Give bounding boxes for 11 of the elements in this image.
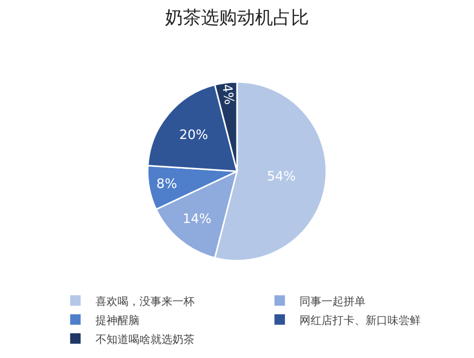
data-label: 4%	[218, 83, 236, 106]
legend-label: 同事一起拼单	[300, 294, 366, 308]
data-label: 14%	[182, 212, 212, 228]
data-label: 20%	[179, 128, 208, 143]
chart-title: 奶茶选购动机占比	[165, 7, 309, 28]
legend-label: 网红店打卡、新口味尝鲜	[300, 314, 421, 327]
data-label: 54%	[266, 169, 296, 184]
data-label: 8%	[156, 177, 178, 192]
legend-label: 不知道喝啥就选奶茶	[95, 332, 194, 346]
legend-label: 喜欢喝，没事来一杯	[95, 294, 194, 308]
legend-label: 提神醒脑	[95, 314, 140, 327]
